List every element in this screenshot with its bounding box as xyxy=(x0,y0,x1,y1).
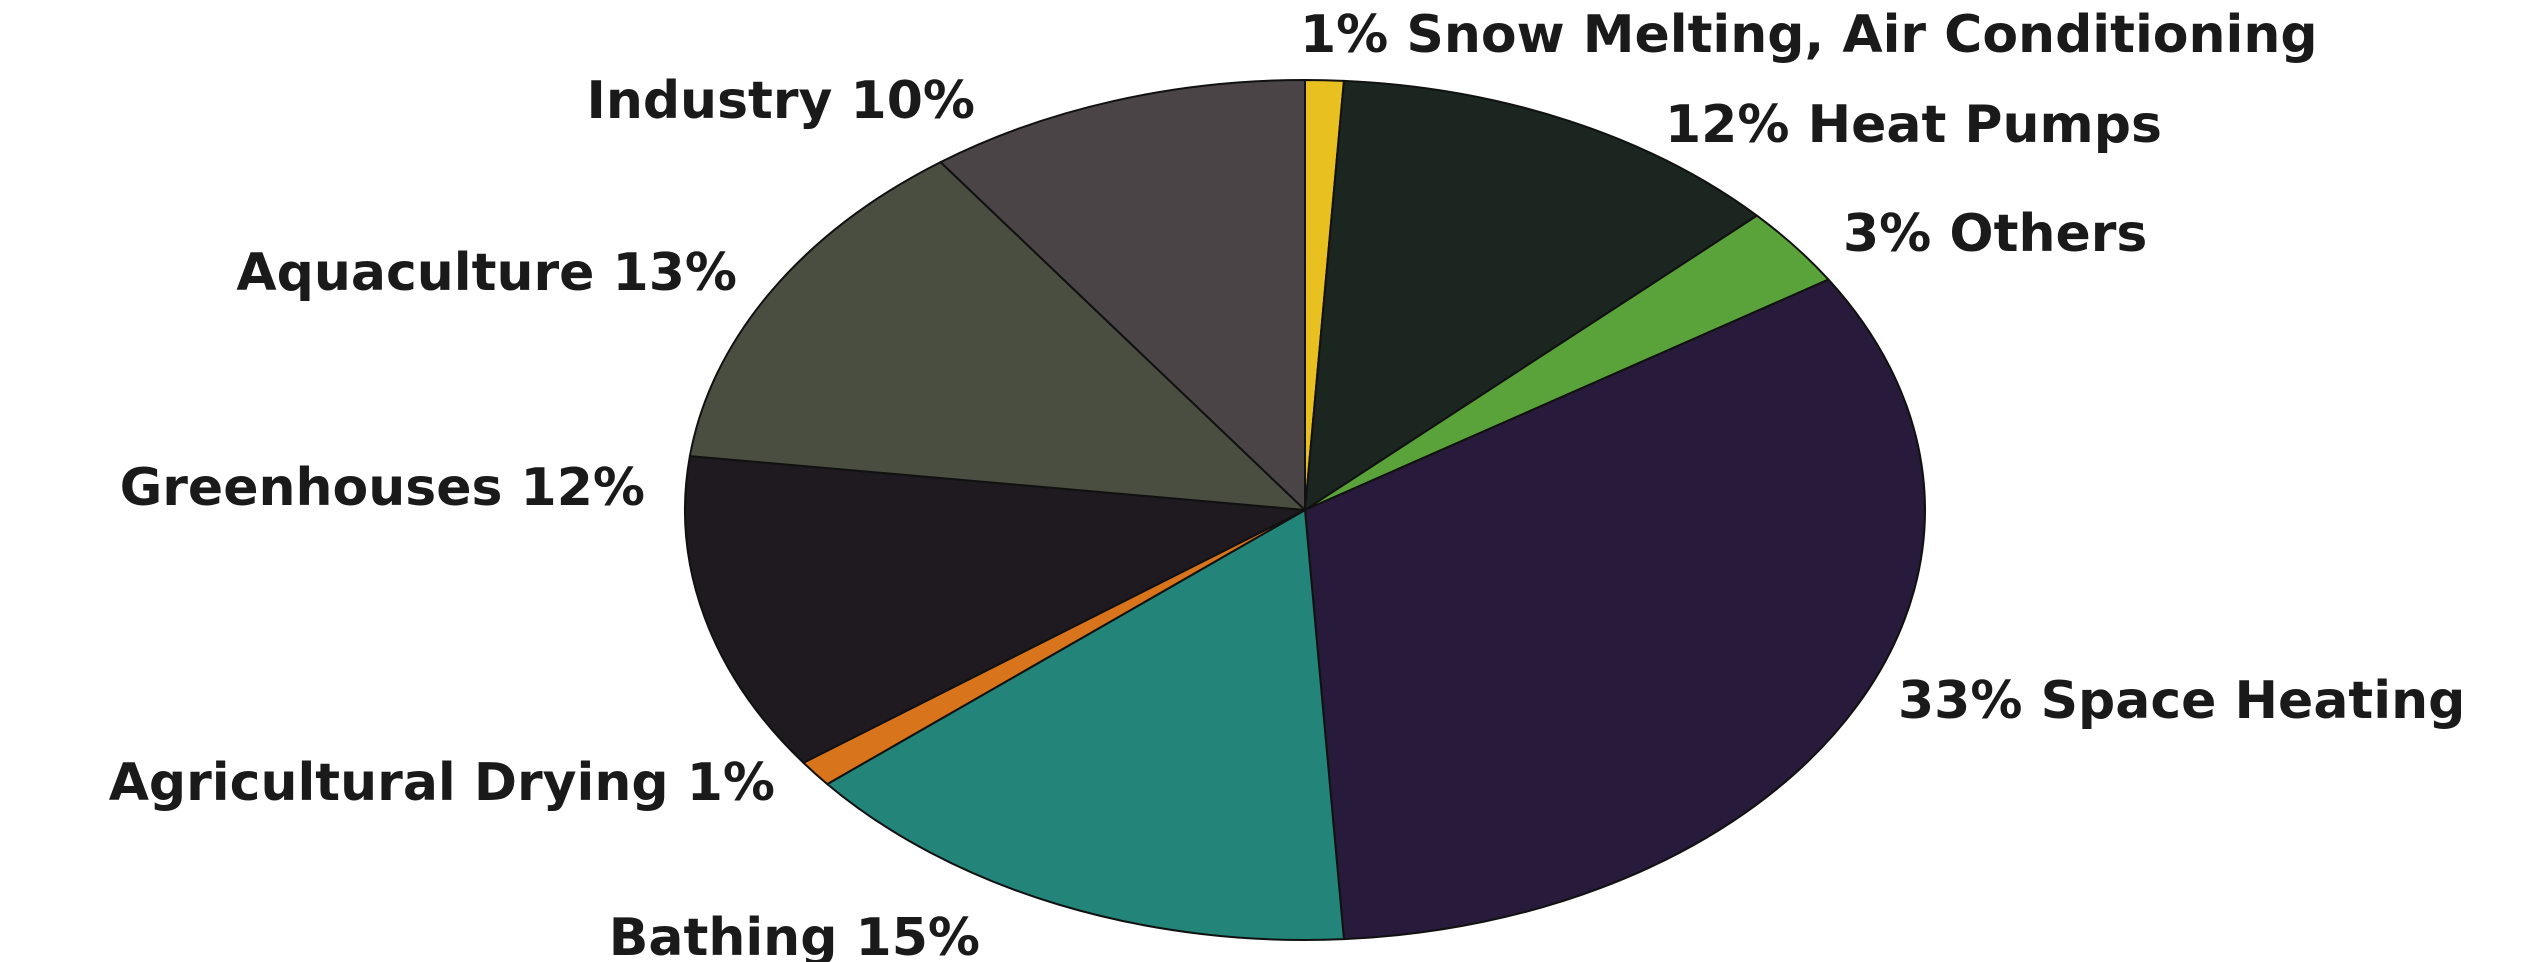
pie-slice-7 xyxy=(684,455,1306,764)
pie-slice-9 xyxy=(939,79,1306,511)
pie-slice-label-8: Aquaculture 13% xyxy=(236,243,737,303)
pie-slice-2 xyxy=(1304,79,1758,511)
pie-slice-4 xyxy=(1304,278,1926,941)
pie-slice-5 xyxy=(826,509,1345,941)
pie-slice-label-1: 1% Snow Melting, Air Conditioning xyxy=(1300,5,2318,65)
pie-slice-label-3: 3% Others xyxy=(1843,204,2147,264)
pie-slice-label-7: Greenhouses 12% xyxy=(120,458,645,518)
pie-slice-label-2: 12% Heat Pumps xyxy=(1665,95,2162,155)
pie-labels: 1% Snow Melting, Air Conditioning 12% Hea… xyxy=(109,5,2466,962)
pie-slice-8 xyxy=(688,161,1306,511)
pie-slice-label-4: 33% Space Heating xyxy=(1898,671,2465,731)
pie-slice-label-6: Agricultural Drying 1% xyxy=(109,753,775,813)
pie-slices xyxy=(684,79,1926,941)
pie-slice-label-5: Bathing 15% xyxy=(609,908,980,962)
pie-slice-label-9: Industry 10% xyxy=(586,71,975,131)
